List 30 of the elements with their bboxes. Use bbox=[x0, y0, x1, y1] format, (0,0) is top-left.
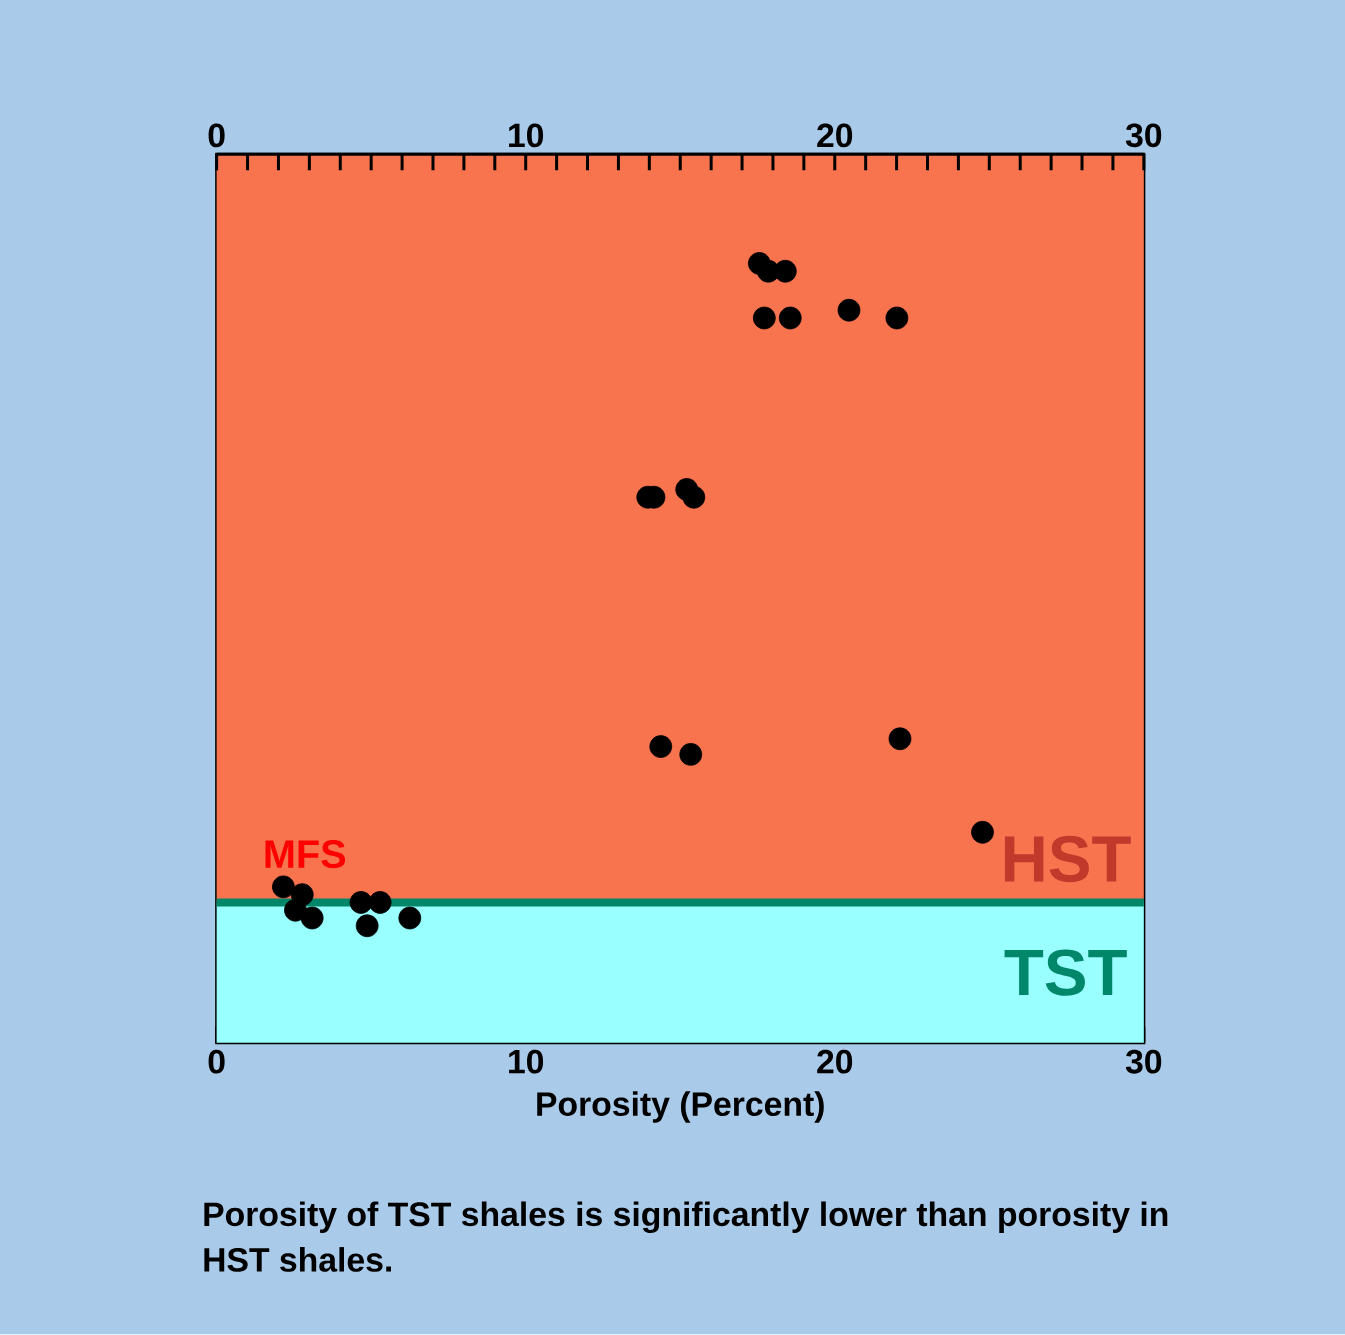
point bbox=[773, 260, 797, 283]
point bbox=[778, 306, 802, 330]
band-label: HST bbox=[1004, 836, 1131, 883]
ref-line-label: MFS bbox=[265, 840, 346, 869]
band-label: TST bbox=[1004, 949, 1127, 997]
point bbox=[355, 914, 379, 938]
point bbox=[300, 906, 324, 930]
point bbox=[398, 906, 422, 930]
x2-tick-label: 20 bbox=[817, 123, 853, 148]
point bbox=[752, 306, 776, 330]
text: Porosity of TST shales is significantly lower than porosity in HST shales. bbox=[204, 1201, 1168, 1273]
point bbox=[272, 875, 295, 899]
point bbox=[971, 821, 994, 844]
x2-tick-label: 10 bbox=[509, 123, 544, 148]
point bbox=[649, 735, 673, 759]
point bbox=[837, 299, 861, 322]
point bbox=[284, 899, 307, 922]
point bbox=[679, 743, 703, 766]
x2-tick-label: 0 bbox=[208, 123, 225, 148]
x-axis-title: Porosity (Percent) bbox=[537, 1091, 824, 1123]
point bbox=[682, 486, 706, 509]
x-tick-label: 20 bbox=[817, 1049, 853, 1074]
x-tick-label: 30 bbox=[1125, 1049, 1162, 1074]
x-tick-label: 0 bbox=[208, 1049, 225, 1074]
point bbox=[885, 306, 909, 330]
x-tick-label: 10 bbox=[509, 1049, 544, 1074]
point bbox=[888, 727, 912, 751]
x2-tick-label: 30 bbox=[1125, 123, 1162, 148]
point bbox=[368, 891, 392, 915]
point bbox=[349, 891, 373, 915]
